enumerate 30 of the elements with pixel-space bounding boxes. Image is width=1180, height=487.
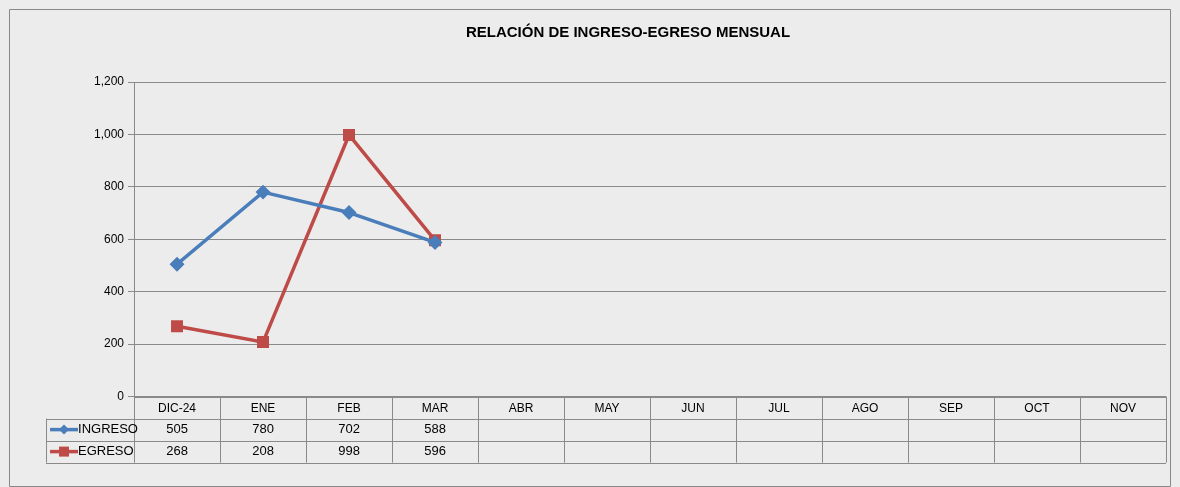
x-tick-label: DIC-24 [158,401,197,416]
y-tick-label: 0 [117,388,125,403]
x-tick-label: ENE [250,401,276,416]
legend-label: EGRESO [78,443,134,459]
data-label: 588 [424,421,446,437]
x-tick-label: AGO [851,401,879,416]
data-label: 208 [252,443,274,459]
chart-title: RELACIÓN DE INGRESO-EGRESO MENSUAL [465,23,791,41]
y-tick-label: 200 [104,336,125,351]
x-tick-label: FEB [337,401,361,416]
x-tick-label: MAY [594,401,620,416]
y-tick-label: 1,000 [94,126,125,141]
data-label: 505 [166,421,188,437]
x-tick-label: ABR [508,401,534,416]
y-tick-label: 1,200 [94,74,125,89]
legend-label: INGRESO [78,421,138,437]
x-tick-label: JUL [768,401,791,416]
y-tick-label: 600 [104,231,125,246]
x-tick-label: NOV [1109,401,1137,416]
y-tick-label: 800 [104,179,125,194]
data-label: 998 [338,443,360,459]
x-tick-label: OCT [1024,401,1051,416]
x-tick-label: MAR [421,401,449,416]
x-tick-label: JUN [681,401,705,416]
data-label: 702 [338,421,360,437]
x-tick-label: SEP [939,401,964,416]
data-label: 268 [166,443,188,459]
data-label: 780 [252,421,274,437]
data-label: 596 [424,443,446,459]
y-tick-label: 400 [104,284,125,299]
